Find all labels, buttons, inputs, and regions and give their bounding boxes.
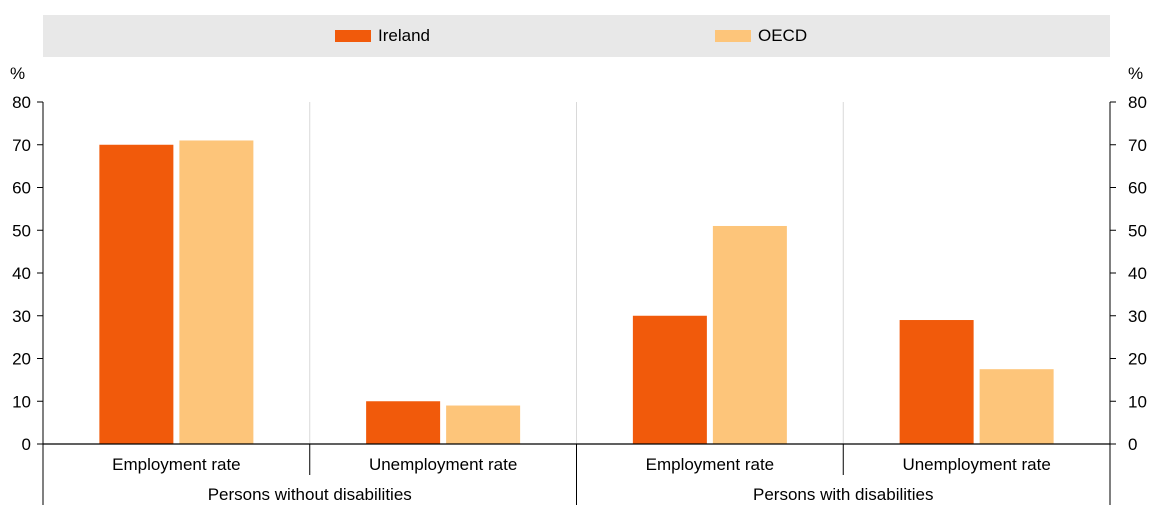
y-axis-unit-left: % bbox=[10, 64, 26, 83]
legend-item-oecd: OECD bbox=[715, 15, 807, 57]
y-tick-label-right: 30 bbox=[1128, 307, 1147, 326]
y-tick-label-right: 0 bbox=[1128, 435, 1137, 454]
bar-oecd-1 bbox=[446, 405, 521, 444]
y-tick-label-left: 80 bbox=[12, 93, 31, 112]
bar-oecd-2 bbox=[712, 225, 787, 444]
legend-item-ireland: Ireland bbox=[335, 15, 430, 57]
x-category-label: Employment rate bbox=[112, 455, 241, 474]
legend-label-ireland: Ireland bbox=[378, 26, 430, 45]
bar-ireland-1 bbox=[366, 401, 441, 444]
y-tick-label-right: 80 bbox=[1128, 93, 1147, 112]
bar-ireland-2 bbox=[632, 315, 707, 444]
y-tick-label-left: 0 bbox=[22, 435, 31, 454]
x-category-label: Employment rate bbox=[646, 455, 775, 474]
y-tick-label-right: 10 bbox=[1128, 392, 1147, 411]
legend-label-oecd: OECD bbox=[758, 26, 808, 45]
x-category-label: Unemployment rate bbox=[902, 455, 1050, 474]
legend-swatch-oecd bbox=[715, 30, 751, 42]
bar-oecd-0 bbox=[179, 140, 254, 444]
y-tick-label-left: 30 bbox=[12, 307, 31, 326]
x-group-label: Persons with disabilities bbox=[753, 485, 933, 504]
bar-ireland-0 bbox=[99, 144, 174, 444]
legend: Ireland OECD bbox=[43, 15, 1110, 57]
y-tick-label-left: 60 bbox=[12, 179, 31, 198]
y-tick-label-left: 10 bbox=[12, 392, 31, 411]
y-axis-unit-right: % bbox=[1128, 64, 1144, 83]
legend-swatch-ireland bbox=[335, 30, 371, 42]
bar-ireland-3 bbox=[899, 320, 974, 444]
y-tick-label-right: 20 bbox=[1128, 350, 1147, 369]
x-group-label: Persons without disabilities bbox=[208, 485, 412, 504]
x-category-label: Unemployment rate bbox=[369, 455, 517, 474]
y-tick-label-left: 20 bbox=[12, 350, 31, 369]
y-tick-label-right: 70 bbox=[1128, 136, 1147, 155]
y-tick-label-left: 40 bbox=[12, 264, 31, 283]
y-tick-label-right: 50 bbox=[1128, 221, 1147, 240]
y-tick-label-right: 60 bbox=[1128, 179, 1147, 198]
y-tick-label-left: 50 bbox=[12, 221, 31, 240]
y-tick-label-right: 40 bbox=[1128, 264, 1147, 283]
y-tick-label-left: 70 bbox=[12, 136, 31, 155]
bar-oecd-3 bbox=[979, 369, 1054, 444]
